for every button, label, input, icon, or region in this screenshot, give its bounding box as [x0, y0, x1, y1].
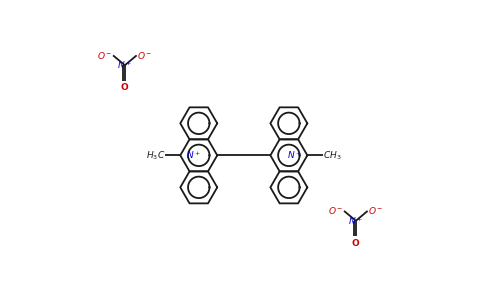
Text: $O^-$: $O^-$ [137, 50, 153, 61]
Text: O: O [352, 238, 360, 247]
Text: $N^+$: $N^+$ [287, 149, 302, 161]
Text: $H_3C$: $H_3C$ [146, 149, 165, 162]
Text: $N^+$: $N^+$ [117, 59, 133, 71]
Text: $N^+$: $N^+$ [348, 215, 363, 227]
Text: $O^-$: $O^-$ [97, 50, 112, 61]
Text: O: O [121, 83, 129, 92]
Text: $O^-$: $O^-$ [368, 206, 384, 216]
Text: $N^+$: $N^+$ [185, 149, 201, 161]
Text: $CH_3$: $CH_3$ [323, 149, 341, 162]
Text: $O^-$: $O^-$ [328, 206, 343, 216]
